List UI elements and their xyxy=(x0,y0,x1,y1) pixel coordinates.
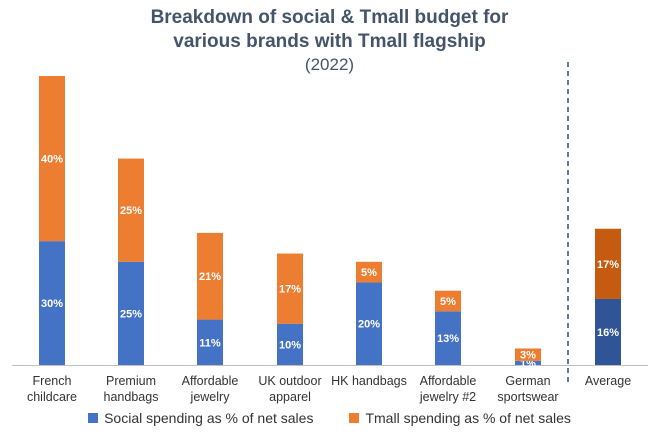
category-label-1-line-1: handbags xyxy=(104,390,159,404)
legend-label-social: Social spending as % of net sales xyxy=(104,410,314,426)
category-label-2-line-0: Affordable xyxy=(182,374,239,388)
bar-social-5 xyxy=(435,311,461,365)
chart-legend: Social spending as % of net sales Tmall … xyxy=(0,410,659,426)
bar-social-0 xyxy=(39,241,65,365)
legend-item-social: Social spending as % of net sales xyxy=(88,410,313,426)
data-label-tmall-0: 40% xyxy=(41,154,63,166)
data-label-social-5: 13% xyxy=(437,333,459,345)
bar-tmall-2 xyxy=(197,232,223,320)
chart-title-block: Breakdown of social & Tmall budget for v… xyxy=(0,6,659,76)
legend-label-tmall: Tmall spending as % of net sales xyxy=(365,410,571,426)
data-label-tmall-6: 3% xyxy=(520,350,536,362)
bar-tmall-0 xyxy=(39,76,65,242)
data-label-social-1: 25% xyxy=(120,308,142,320)
bar-social-4 xyxy=(356,282,382,365)
bar-tmall-4 xyxy=(356,261,382,283)
data-label-social-2: 11% xyxy=(199,337,221,349)
legend-swatch-tmall xyxy=(349,413,360,423)
category-label-1-line-0: Premium xyxy=(106,374,156,388)
data-label-tmall-7: 17% xyxy=(597,259,619,271)
category-label-4-line-0: HK handbags xyxy=(331,374,407,388)
data-label-social-6: 1% xyxy=(520,358,536,370)
chart-subtitle: (2022) xyxy=(304,55,355,74)
category-label-2-line-1: jewelry xyxy=(190,390,231,404)
bar-tmall-5 xyxy=(435,290,461,312)
category-label-6-line-0: German xyxy=(505,374,550,388)
data-label-social-3: 10% xyxy=(279,339,301,351)
category-label-3-line-1: apparel xyxy=(269,390,311,404)
bar-tmall-1 xyxy=(118,158,144,262)
chart-title-line-1: Breakdown of social & Tmall budget for xyxy=(150,7,509,28)
bar-social-3 xyxy=(277,323,303,365)
chart-title-line-2: various brands with Tmall flagship xyxy=(173,31,486,52)
data-label-tmall-2: 21% xyxy=(199,271,221,283)
legend-item-tmall: Tmall spending as % of net sales xyxy=(349,410,571,426)
bar-social-6 xyxy=(515,360,541,365)
bar-tmall-6 xyxy=(515,348,541,361)
category-label-0-line-0: French xyxy=(33,374,72,388)
data-label-social-0: 30% xyxy=(41,298,63,310)
bar-tmall-7 xyxy=(595,228,621,299)
legend-swatch-social xyxy=(88,413,99,423)
data-label-social-4: 20% xyxy=(358,319,380,331)
category-label-0-line-1: childcare xyxy=(27,390,77,404)
data-label-tmall-1: 25% xyxy=(120,205,142,217)
category-label-7-line-0: Average xyxy=(585,374,631,388)
data-label-tmall-4: 5% xyxy=(361,267,377,279)
category-label-6-line-1: sportswear xyxy=(497,390,558,404)
category-label-5-line-0: Affordable xyxy=(420,374,477,388)
data-label-tmall-5: 5% xyxy=(440,296,456,308)
category-label-5-line-1: jewelry #2 xyxy=(419,390,476,404)
bar-social-2 xyxy=(197,319,223,365)
bar-social-7 xyxy=(595,298,621,365)
category-label-3-line-0: UK outdoor xyxy=(258,374,321,388)
stacked-bar-chart: 30% 40% French childcare 25% 25% Premium handba… xyxy=(12,62,648,404)
data-label-tmall-3: 17% xyxy=(279,284,301,296)
bar-tmall-3 xyxy=(277,253,303,324)
data-label-social-7: 16% xyxy=(597,327,619,339)
bar-social-1 xyxy=(118,261,144,365)
